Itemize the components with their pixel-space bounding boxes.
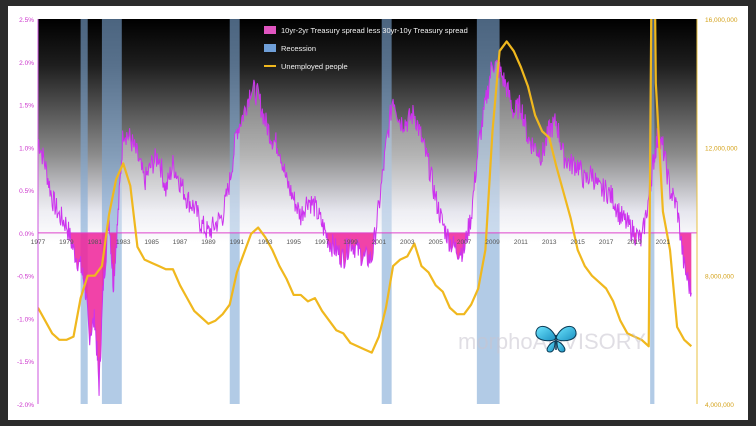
x-tick-label: 1995 [286,239,301,246]
x-tick-label: 1977 [31,239,46,246]
spread-series [38,59,692,396]
left-tick-label: -2.0% [17,402,34,409]
left-tick-label: 2.5% [19,17,34,24]
legend-label: Unemployed people [281,62,348,71]
x-tick-label: 2013 [542,239,557,246]
recession-band [650,19,655,404]
right-tick-label: 16,000,000 [705,17,738,24]
left-tick-label: 2.0% [19,60,34,67]
legend-label: 10yr-2yr Treasury spread less 30yr-10y T… [281,26,468,35]
x-tick-label: 1983 [116,239,131,246]
x-tick-label: 2005 [428,239,443,246]
spread-positive-area [38,60,692,233]
x-tick-label: 2007 [457,239,472,246]
left-tick-label: -1.5% [17,359,34,366]
x-tick-label: 1991 [230,239,245,246]
left-tick-label: 1.0% [19,145,34,152]
unemployed-line [38,19,693,354]
recession-band [80,19,88,404]
left-tick-label: 1.5% [19,103,34,110]
x-tick-label: 1985 [144,239,159,246]
x-tick-label: 2003 [400,239,415,246]
x-tick-label: 2021 [656,239,671,246]
left-tick-label: 0.0% [19,231,34,238]
recession-band [381,19,392,404]
right-tick-label: 8,000,000 [705,274,734,281]
x-tick-label: 2017 [599,239,614,246]
right-tick-label: 4,000,000 [705,402,734,409]
unemployed-series [38,19,693,354]
plot-area [38,19,697,404]
x-tick-label: 2009 [485,239,500,246]
right-tick-label: 12,000,000 [705,145,738,152]
legend-swatch [264,44,276,52]
x-tick-label: 2011 [514,239,528,246]
x-tick-label: 1989 [201,239,216,246]
x-tick-label: 2001 [372,239,387,246]
x-axis: 1977 1979 1981 1983 1985 1987 1989 1991 1993 1995… [31,239,671,246]
left-tick-label: -0.5% [17,274,34,281]
recession-band [229,19,240,404]
x-tick-label: 1993 [258,239,273,246]
right-axis: 4,000,000 8,000,000 12,000,000 16,000,000 [696,17,738,409]
left-tick-label: 0.5% [19,188,34,195]
x-tick-label: 1979 [59,239,74,246]
x-tick-label: 1981 [88,239,103,246]
x-tick-label: 1999 [343,239,358,246]
x-tick-label: 2019 [627,239,642,246]
x-tick-label: 2015 [570,239,585,246]
legend-label: Recession [281,44,316,53]
left-axis: -2.0% -1.5% -1.0% -0.5% 0.0% 0.5% 1.0% 1.5% 2.0%… [17,17,39,409]
recession-band [101,19,122,404]
x-tick-label: 1997 [315,239,330,246]
butterfly-icon [535,325,577,353]
spread-line [38,59,692,396]
legend-swatch [264,26,276,34]
legend: 10yr-2yr Treasury spread less 30yr-10y T… [264,26,468,71]
x-tick-label: 1987 [173,239,188,246]
left-tick-label: -1.0% [17,316,34,323]
